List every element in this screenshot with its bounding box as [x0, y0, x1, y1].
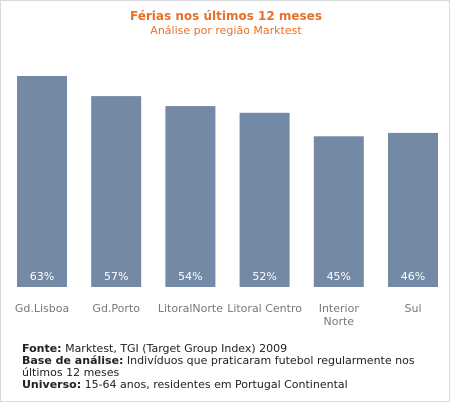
universe-label: Universo: — [22, 378, 82, 391]
bar-1 — [91, 96, 142, 287]
bar-3 — [239, 112, 290, 287]
chart-title: Férias nos últimos 12 meses — [130, 9, 322, 23]
source-note: Fonte: Marktest, TGI (Target Group Index… — [22, 343, 422, 355]
chart-subtitle: Análise por região Marktest — [150, 24, 302, 37]
value-label-5: 46% — [401, 270, 425, 283]
source-text: Marktest, TGI (Target Group Index) 2009 — [61, 342, 288, 355]
bar-2 — [165, 106, 216, 287]
category-label-3: Litoral Centro — [227, 302, 302, 315]
bar-chart: 63% Gd.Lisboa 57% Gd.Porto 54% LitoralNorte 52… — [15, 76, 438, 328]
category-label-1: Gd.Porto — [92, 302, 140, 315]
category-label-5: Sul — [404, 302, 421, 315]
bar-4 — [313, 136, 364, 287]
bar-5 — [388, 132, 438, 287]
value-label-0: 63% — [30, 270, 54, 283]
base-note: Base de análise: Indivíduos que praticar… — [22, 355, 422, 379]
value-label-4: 45% — [327, 270, 351, 283]
universe-note: Universo: 15-64 anos, residentes em Port… — [22, 379, 422, 391]
base-text: Indivíduos que praticaram futebol regula… — [22, 354, 415, 379]
category-label-0: Gd.Lisboa — [15, 302, 69, 315]
value-label-3: 52% — [252, 270, 276, 283]
value-label-2: 54% — [178, 270, 202, 283]
value-label-1: 57% — [104, 270, 128, 283]
category-label-2: LitoralNorte — [158, 302, 223, 315]
base-label: Base de análise: — [22, 354, 124, 367]
category-label-4: Interior Norte — [319, 302, 360, 328]
source-label: Fonte: — [22, 342, 62, 355]
chart-notes: Fonte: Marktest, TGI (Target Group Index… — [22, 343, 422, 391]
bar-0 — [17, 76, 67, 287]
universe-text: 15-64 anos, residentes em Portugal Conti… — [81, 378, 348, 391]
